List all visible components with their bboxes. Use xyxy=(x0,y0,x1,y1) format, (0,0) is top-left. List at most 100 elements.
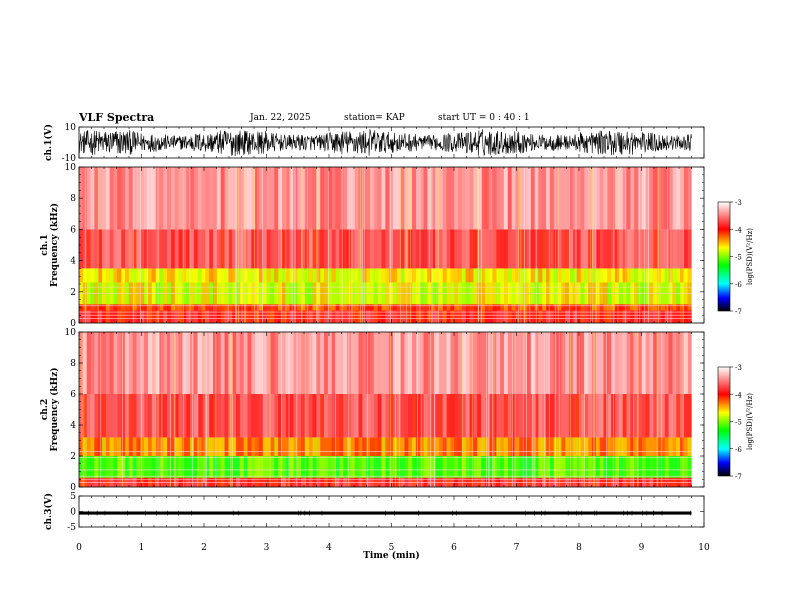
ch1-spectrogram-cell xyxy=(297,304,302,311)
ch1-spectrogram-cell xyxy=(546,310,551,323)
ch1-spectrogram-cell xyxy=(258,167,264,230)
ch1-spectrogram-cell xyxy=(431,268,436,283)
ch2-spectrogram-cell xyxy=(178,332,183,394)
ch1-spectrogram-cell xyxy=(151,167,156,230)
ch1-spectrogram-cell xyxy=(457,268,463,283)
ch2-spectrogram-cell xyxy=(186,394,191,438)
ch1-spectrogram-cell xyxy=(526,304,532,311)
ch2-spectrogram-cell xyxy=(653,394,658,438)
ch2-spectrogram-cell xyxy=(446,437,451,456)
ch1-spectrogram-cell xyxy=(209,310,214,323)
colorbar-tick-label: -7 xyxy=(735,473,742,481)
ch1-spectrogram-cell xyxy=(473,310,478,323)
ch1-spectrogram-cell xyxy=(170,268,176,283)
ch1-spectrogram-cell xyxy=(82,268,87,283)
ch1-spectrogram-cell xyxy=(480,229,486,269)
ch1-spectrogram-cell xyxy=(653,229,658,269)
ch2-spectrogram-cell xyxy=(645,332,650,394)
ch1-spectrogram-cell xyxy=(266,167,271,230)
ch2-spectrogram-cell xyxy=(515,456,520,478)
ch1-spectrogram-cell xyxy=(190,268,195,283)
ch1-spectrogram-cell xyxy=(117,167,122,230)
ch2-spectrogram-cell xyxy=(79,394,84,438)
ch2-spectrogram-cell xyxy=(584,437,589,456)
ch1-spectrogram-cell xyxy=(408,229,413,269)
ch1-spectrogram-cell xyxy=(182,229,187,269)
chart-title: VLF Spectra xyxy=(79,111,155,124)
ch2-spectrogram-cell xyxy=(235,456,241,478)
y-tick-label: 8 xyxy=(70,194,76,204)
ch2-spectrogram-cell xyxy=(205,437,210,456)
ch2-spectrogram-cell xyxy=(511,456,516,478)
ch1-spectrogram-cell xyxy=(664,229,669,269)
ch2-spectrogram-cell xyxy=(289,332,294,394)
ch2-spectrogram-cell xyxy=(136,332,141,394)
ch1-spectrogram-cell xyxy=(247,167,252,230)
ch1-spectrogram-cell xyxy=(630,310,635,323)
ch2-spectrogram-cell xyxy=(212,394,218,438)
ch2-spectrogram-cell xyxy=(634,437,639,456)
ch2-spectrogram-cell xyxy=(350,394,355,438)
ch2-spectrogram-cell xyxy=(262,394,267,438)
ch2-spectrogram-cell xyxy=(270,437,275,456)
ch2-spectrogram-cell xyxy=(614,394,620,438)
ch1-spectrogram-cell xyxy=(503,268,509,283)
ch1-spectrogram-cell xyxy=(561,310,566,323)
ch1-spectrogram-cell xyxy=(572,229,577,269)
x-tick-label: 5 xyxy=(389,543,395,553)
ch1-spectrogram-cell xyxy=(201,304,206,311)
ch1-spectrogram-cell xyxy=(155,310,160,323)
ch1-spectrogram-cell xyxy=(381,304,386,311)
ch1-spectrogram-cell xyxy=(243,310,248,323)
ch2-spectrogram-cell xyxy=(538,456,543,478)
ch1-spectrogram-cell xyxy=(220,304,225,311)
ch1-spectrogram-cell xyxy=(618,229,623,269)
ch1-spectrogram-cell xyxy=(94,304,99,311)
ch2-spectrogram-cell xyxy=(618,332,623,394)
ch2-spectrogram-cell xyxy=(362,437,367,456)
ch2-spectrogram-cell xyxy=(117,332,122,394)
ch1-spectrogram-cell xyxy=(335,229,340,269)
ch1-spectrogram-cell xyxy=(446,304,451,311)
ch1-spectrogram-cell xyxy=(90,167,95,230)
ch1-spectrogram-cell xyxy=(159,310,164,323)
ch1-spectrogram-cell xyxy=(469,304,474,311)
ch2-spectrogram-cell xyxy=(565,332,570,394)
ch1-spectrogram-cell xyxy=(262,268,267,283)
ch1-spectrogram-cell xyxy=(584,167,589,230)
ch1-spectrogram-cell xyxy=(285,310,290,323)
x-tick-label: 6 xyxy=(451,543,457,553)
ch1-spectrogram-cell xyxy=(668,310,673,323)
ch2-spectrogram-cell xyxy=(588,437,593,456)
ch1-spectrogram-cell xyxy=(454,310,459,323)
ch1-spectrogram-cell xyxy=(488,310,493,323)
ch2-spectrogram-cell xyxy=(377,456,382,478)
ch1-spectrogram-cell xyxy=(274,304,279,311)
ch2-spectrogram-cell xyxy=(683,394,688,438)
ch2-spectrogram-cell xyxy=(124,332,130,394)
ch2-spectrogram-cell xyxy=(392,394,398,438)
ch1-spectrogram-cell xyxy=(530,268,535,283)
ch2-spectrogram-cell xyxy=(634,394,639,438)
ch1-spectrogram-cell xyxy=(557,304,562,311)
ch2-spectrogram-cell xyxy=(580,437,585,456)
ch1-spectrogram-cell xyxy=(400,167,405,230)
ch1-spectrogram-cell xyxy=(381,167,386,230)
ch1-spectrogram-cell xyxy=(193,268,198,283)
ch2-spectrogram-cell xyxy=(297,332,302,394)
ch2-spectrogram-cell xyxy=(523,332,528,394)
ch2-spectrogram-cell xyxy=(645,394,650,438)
ch1-spectrogram-cell xyxy=(488,167,493,230)
ch1-spectrogram-cell xyxy=(396,310,401,323)
ch1-spectrogram-cell xyxy=(343,310,348,323)
ch1-spectrogram-cell xyxy=(412,268,417,283)
ch1-spectrogram-cell xyxy=(645,310,650,323)
ch2-spectrogram-cell xyxy=(163,394,168,438)
ch2-spectrogram-cell xyxy=(626,437,631,456)
ch2-spectrogram-cell xyxy=(454,456,459,478)
ch1-spectrogram-cell xyxy=(660,310,666,323)
ch1-spectrogram-cell xyxy=(186,310,191,323)
ch2-spectrogram-cell xyxy=(289,456,294,478)
ch2-spectrogram-cell xyxy=(511,332,516,394)
ch2-spectrogram-cell xyxy=(274,437,279,456)
